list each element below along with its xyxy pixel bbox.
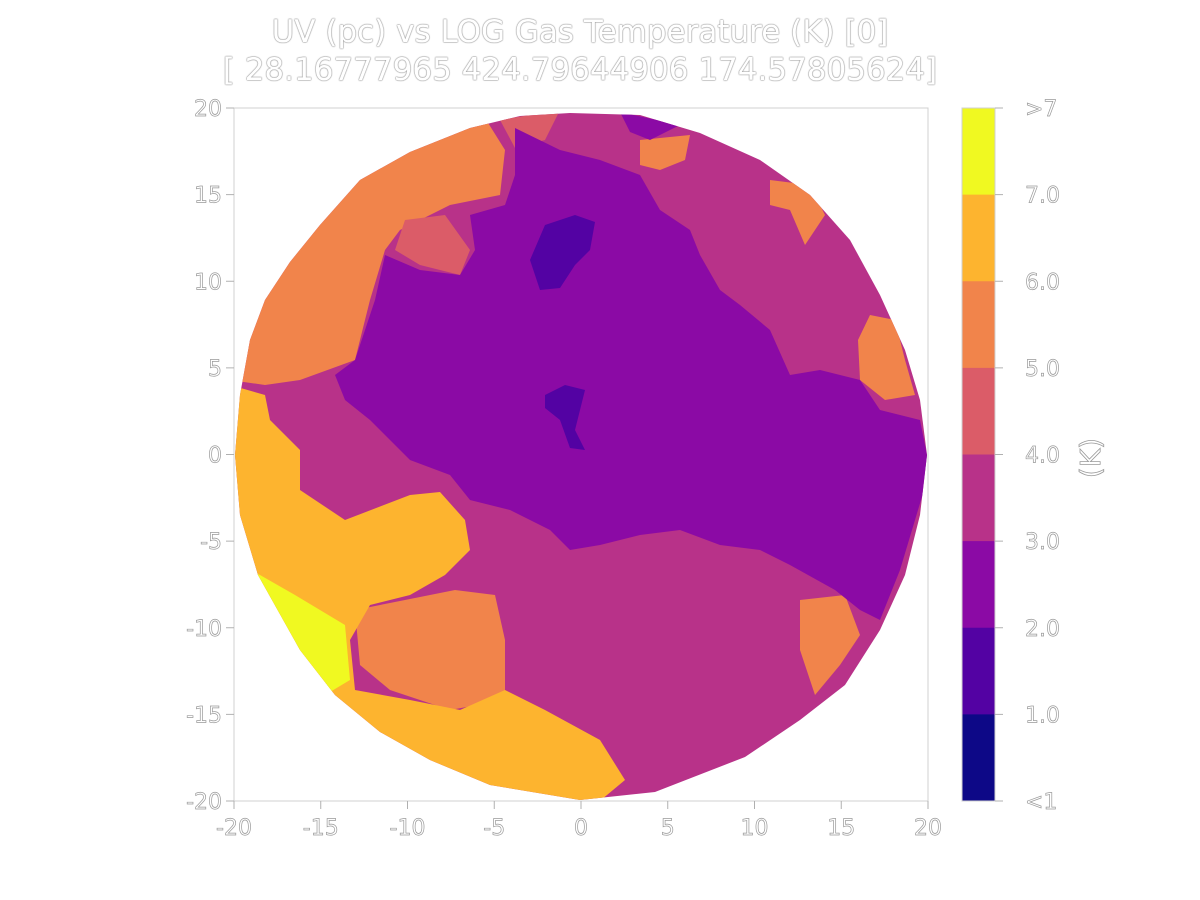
colorbar-band	[962, 541, 995, 629]
colorbar: >7 7.0 6.0 5.0 4.0 3.0 2.0 1.0 <1 (K)	[961, 97, 1107, 815]
heatmap-field	[235, 113, 927, 800]
colorbar-band	[962, 627, 995, 715]
colorbar-band	[962, 194, 995, 282]
y-tick-label: 15	[194, 184, 222, 209]
x-tick-label: 20	[914, 816, 942, 841]
y-tick-label: -20	[186, 790, 222, 815]
x-tick-label: -10	[390, 816, 426, 841]
y-tick-label: 10	[194, 270, 222, 295]
colorbar-band	[962, 454, 995, 542]
x-tick-label: 5	[661, 816, 675, 841]
x-tick-label: -15	[303, 816, 339, 841]
region-level-2-3	[335, 128, 927, 620]
colorbar-tick-label: 3.0	[1025, 530, 1060, 555]
x-tick-label: 15	[827, 816, 855, 841]
y-tick-label: 0	[208, 444, 222, 469]
region-level-4-5-northwest	[395, 215, 470, 275]
region-level-5-6-southeast	[800, 595, 860, 695]
y-tick-label: -15	[186, 703, 222, 728]
colorbar-tick-label: 4.0	[1025, 444, 1060, 469]
x-tick-label: -5	[483, 816, 505, 841]
colorbar-tick-label: >7	[1025, 97, 1057, 122]
region-level-5-6-east	[858, 315, 915, 400]
colorbar-tick-label: <1	[1025, 790, 1057, 815]
region-level-5-6-north	[640, 135, 690, 170]
region-level-2-3-north	[620, 113, 680, 140]
colorbar-band	[962, 108, 995, 196]
colorbar-label: (K)	[1074, 438, 1107, 478]
colorbar-band	[962, 281, 995, 369]
colorbar-tick-label: 1.0	[1025, 703, 1060, 728]
region-level-5-6-southwest	[355, 590, 505, 710]
colorbar-tick-label: 5.0	[1025, 357, 1060, 382]
y-tick-label: 5	[208, 357, 222, 382]
colorbar-tick-label: 2.0	[1025, 617, 1060, 642]
region-level-1-2-center	[545, 385, 585, 450]
chart-subtitle: [ 28.16777965 424.79644906 174.57805624]	[222, 52, 938, 88]
y-tick-label: 20	[194, 97, 222, 122]
y-tick-label: -10	[186, 617, 222, 642]
y-axis: 20 15 10 5 0 -5 -10 -15 -20	[186, 97, 234, 815]
x-tick-label: 0	[574, 816, 588, 841]
colorbar-tick-label: 7.0	[1025, 184, 1060, 209]
chart-title: UV (pc) vs LOG Gas Temperature (K) [0]	[271, 14, 889, 50]
colorbar-band	[962, 367, 995, 455]
x-tick-label: -20	[216, 816, 252, 841]
x-tick-label: 10	[741, 816, 769, 841]
y-tick-label: -5	[200, 530, 222, 555]
colorbar-tick-label: 6.0	[1025, 270, 1060, 295]
x-axis: -20 -15 -10 -5 0 5 10 15 20	[216, 801, 942, 841]
colorbar-band	[962, 714, 995, 802]
region-level-1-2-upper	[530, 215, 595, 290]
